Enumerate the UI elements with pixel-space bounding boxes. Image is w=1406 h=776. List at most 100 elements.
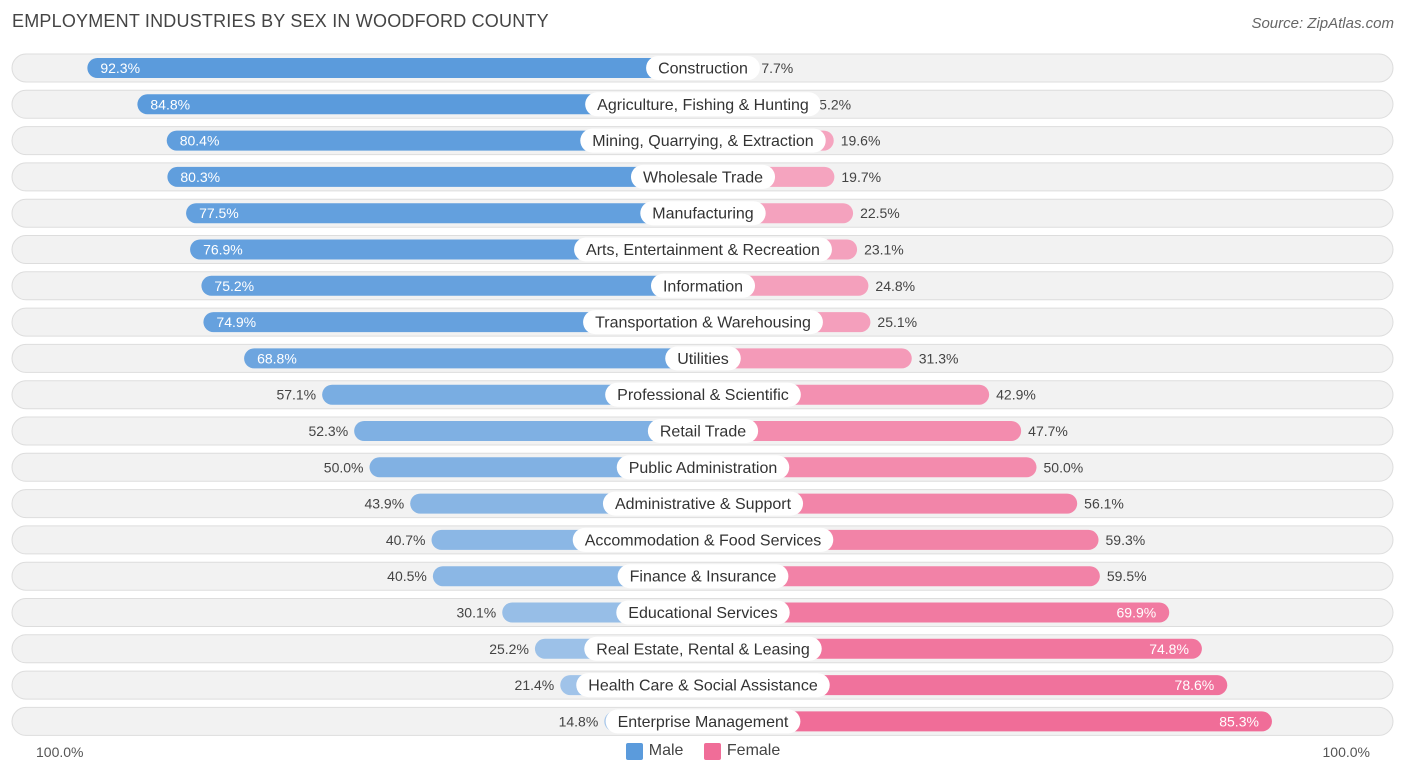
category-label: Wholesale Trade [643, 169, 763, 186]
category-label-pill [574, 237, 832, 262]
category-label-pill [665, 346, 741, 371]
category-label-pill [605, 709, 801, 734]
female-value-label: 23.1% [864, 242, 904, 258]
category-label-pill [584, 636, 822, 661]
category-label: Construction [658, 61, 748, 78]
category-label-pill [617, 564, 789, 589]
male-value-label: 80.3% [180, 169, 220, 185]
male-value-label: 74.9% [216, 314, 256, 330]
category-label-pill [646, 56, 760, 80]
female-value-label: 19.6% [841, 133, 881, 149]
female-value-label: 31.3% [919, 350, 959, 366]
female-value-label: 59.3% [1106, 532, 1146, 548]
bar-female [693, 421, 1022, 441]
female-value-label: 24.8% [875, 278, 915, 294]
bar-male [167, 166, 714, 187]
male-value-label: 40.5% [387, 568, 427, 584]
category-label: Real Estate, Rental & Leasing [596, 641, 809, 658]
male-value-label: 43.9% [364, 496, 404, 512]
category-label: Mining, Quarrying, & Extraction [592, 133, 813, 150]
category-label-pill [616, 600, 790, 625]
male-value-label: 80.4% [180, 133, 220, 149]
male-value-label: 30.1% [457, 605, 497, 621]
category-label-pill [583, 310, 823, 335]
bar-male [354, 421, 713, 441]
category-label-pill [602, 491, 804, 516]
category-label-pill [572, 527, 834, 552]
legend-male: Male [625, 742, 684, 760]
category-label: Public Administration [629, 460, 778, 477]
source-label: Source: ZipAtlas.com [1251, 15, 1394, 32]
category-label: Utilities [677, 351, 729, 368]
female-value-label: 25.1% [877, 314, 917, 330]
male-value-label: 40.7% [386, 532, 426, 548]
category-label: Finance & Insurance [630, 569, 777, 586]
bar-male [186, 203, 713, 224]
female-value-label: 47.7% [1028, 423, 1068, 439]
bar-female [693, 711, 1272, 732]
female-value-label: 19.7% [841, 169, 881, 185]
female-value-label: 15.2% [811, 96, 851, 112]
category-label-pill [585, 92, 821, 117]
category-label-pill [647, 419, 759, 443]
bar-male [244, 348, 713, 369]
legend: Male Female [0, 742, 1406, 765]
category-label: Accommodation & Food Services [585, 532, 822, 549]
category-label: Agriculture, Fishing & Hunting [597, 97, 809, 114]
bar-male [137, 94, 713, 115]
bar-female [693, 602, 1170, 623]
category-label-pill [650, 273, 756, 298]
male-value-label: 77.5% [199, 205, 239, 221]
female-value-label: 42.9% [996, 387, 1036, 403]
male-value-label: 68.8% [257, 350, 297, 366]
male-value-label: 25.2% [489, 641, 529, 657]
legend-female-swatch [703, 742, 721, 760]
legend-male-label: Male [648, 742, 684, 759]
male-value-label: 76.9% [203, 242, 243, 258]
category-label: Manufacturing [652, 206, 753, 223]
female-value-label: 78.6% [1175, 677, 1215, 693]
axis-right-label: 100.0% [1322, 744, 1370, 760]
category-label-pill [616, 455, 790, 480]
category-label: Arts, Entertainment & Recreation [586, 242, 820, 259]
male-value-label: 21.4% [515, 677, 555, 693]
category-label: Administrative & Support [615, 496, 792, 513]
male-value-label: 52.3% [308, 423, 348, 439]
female-value-label: 59.5% [1107, 568, 1147, 584]
bar-male [87, 58, 713, 78]
category-label: Transportation & Warehousing [595, 315, 811, 332]
male-value-label: 50.0% [324, 459, 364, 475]
female-value-label: 22.5% [860, 205, 900, 221]
bar-female [693, 348, 912, 369]
category-label: Educational Services [628, 605, 777, 622]
bar-male [201, 275, 713, 296]
legend-female-label: Female [726, 742, 781, 759]
category-label: Professional & Scientific [617, 387, 789, 404]
female-value-label: 7.7% [761, 60, 793, 76]
female-value-label: 85.3% [1219, 713, 1259, 729]
female-value-label: 69.9% [1117, 605, 1157, 621]
category-label: Information [663, 278, 743, 295]
category-label-pill [605, 382, 801, 407]
category-label-pill [576, 673, 830, 698]
legend-male-swatch [625, 742, 643, 760]
male-value-label: 14.8% [559, 713, 599, 729]
chart-svg: 92.3% 7.7% Construction 84.8% 15.2%Agricultu… [11, 53, 1394, 736]
category-label-pill [640, 201, 766, 226]
male-value-label: 92.3% [100, 60, 140, 76]
male-value-label: 75.2% [214, 278, 254, 294]
legend-female: Female [703, 742, 781, 760]
category-label-pill [630, 164, 776, 189]
category-label: Enterprise Management [618, 714, 789, 731]
male-value-label: 84.8% [150, 96, 190, 112]
axis-left-label: 100.0% [36, 744, 84, 760]
female-value-label: 50.0% [1044, 459, 1084, 475]
bar-female [693, 566, 1100, 587]
chart-title: EMPLOYMENT INDUSTRIES BY SEX IN WOODFORD… [12, 11, 549, 31]
category-label-pill [580, 128, 826, 153]
male-value-label: 57.1% [276, 387, 316, 403]
bar-male [166, 130, 713, 151]
female-value-label: 56.1% [1084, 496, 1124, 512]
female-value-label: 74.8% [1149, 641, 1189, 657]
category-label: Retail Trade [660, 424, 746, 441]
